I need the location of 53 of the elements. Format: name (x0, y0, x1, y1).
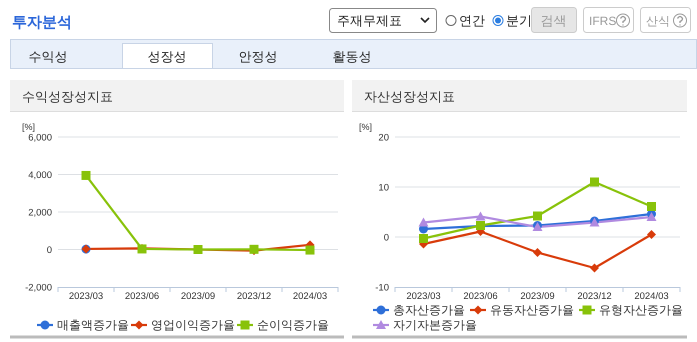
x-tick-label: 2024/03 (292, 291, 328, 302)
x-tick-label: 2023/06 (463, 291, 498, 302)
point (590, 178, 599, 186)
text: 성장성 (148, 49, 186, 64)
legend-label: 영업이익증가율 (151, 318, 235, 332)
point (82, 170, 90, 180)
y-tick-label: 0 (46, 245, 52, 256)
y-tick-label: -10 (375, 282, 389, 294)
legend-label: 순이익증가율 (257, 318, 329, 332)
text: 수익성 (28, 49, 68, 64)
y-tick-label: 20 (378, 132, 389, 144)
x-tick-label: 2023/12 (236, 291, 272, 302)
text: 안정성 (238, 49, 278, 64)
point (476, 212, 486, 220)
y-tick-label: -2,000 (25, 282, 52, 294)
point (646, 212, 656, 221)
x-tick-label: 2023/12 (577, 291, 612, 302)
text: 산식 (646, 14, 670, 28)
point (419, 234, 428, 243)
y-tick-label: 10 (378, 182, 389, 194)
point (306, 246, 314, 255)
point (418, 218, 428, 226)
text: 활동성 (332, 49, 372, 64)
y-axis-title: [%] (22, 122, 36, 132)
x-tick-label: 2023/03 (406, 291, 441, 302)
y-tick-label: 0 (384, 232, 389, 244)
legend-label: 유형자산증가율 (599, 303, 683, 317)
legend-label: 총자산증가율 (393, 303, 465, 317)
y-tick-label: 2,000 (28, 208, 52, 218)
chart-title: 수익성장성지표 (22, 89, 113, 104)
x-tick-label: 2023/03 (68, 291, 104, 302)
x-tick-label: 2024/03 (634, 291, 669, 302)
x-tick-label: 2023/09 (180, 291, 216, 302)
legend-label: 자기자본증가율 (393, 318, 477, 332)
point (647, 230, 656, 239)
point (647, 202, 656, 211)
text: IFRS (589, 14, 616, 28)
point (533, 248, 542, 257)
text: 검색 (540, 13, 566, 28)
chart-title: 자산성장성지표 (364, 89, 455, 104)
text: 투자분석 (12, 14, 72, 31)
legend-label: 유동자산증가율 (490, 303, 574, 317)
point (533, 212, 542, 220)
y-tick-label: 6,000 (28, 132, 52, 144)
text: 연간 (459, 13, 485, 28)
x-tick-label: 2023/06 (124, 291, 160, 302)
x-tick-label: 2023/09 (520, 291, 555, 302)
y-axis-title: [%] (359, 122, 372, 132)
y-tick-label: 4,000 (28, 170, 52, 181)
text: 주재무제표 (337, 13, 402, 28)
point (590, 264, 599, 272)
text: 분기 (506, 13, 532, 28)
legend-label: 매출액증가율 (57, 318, 129, 332)
